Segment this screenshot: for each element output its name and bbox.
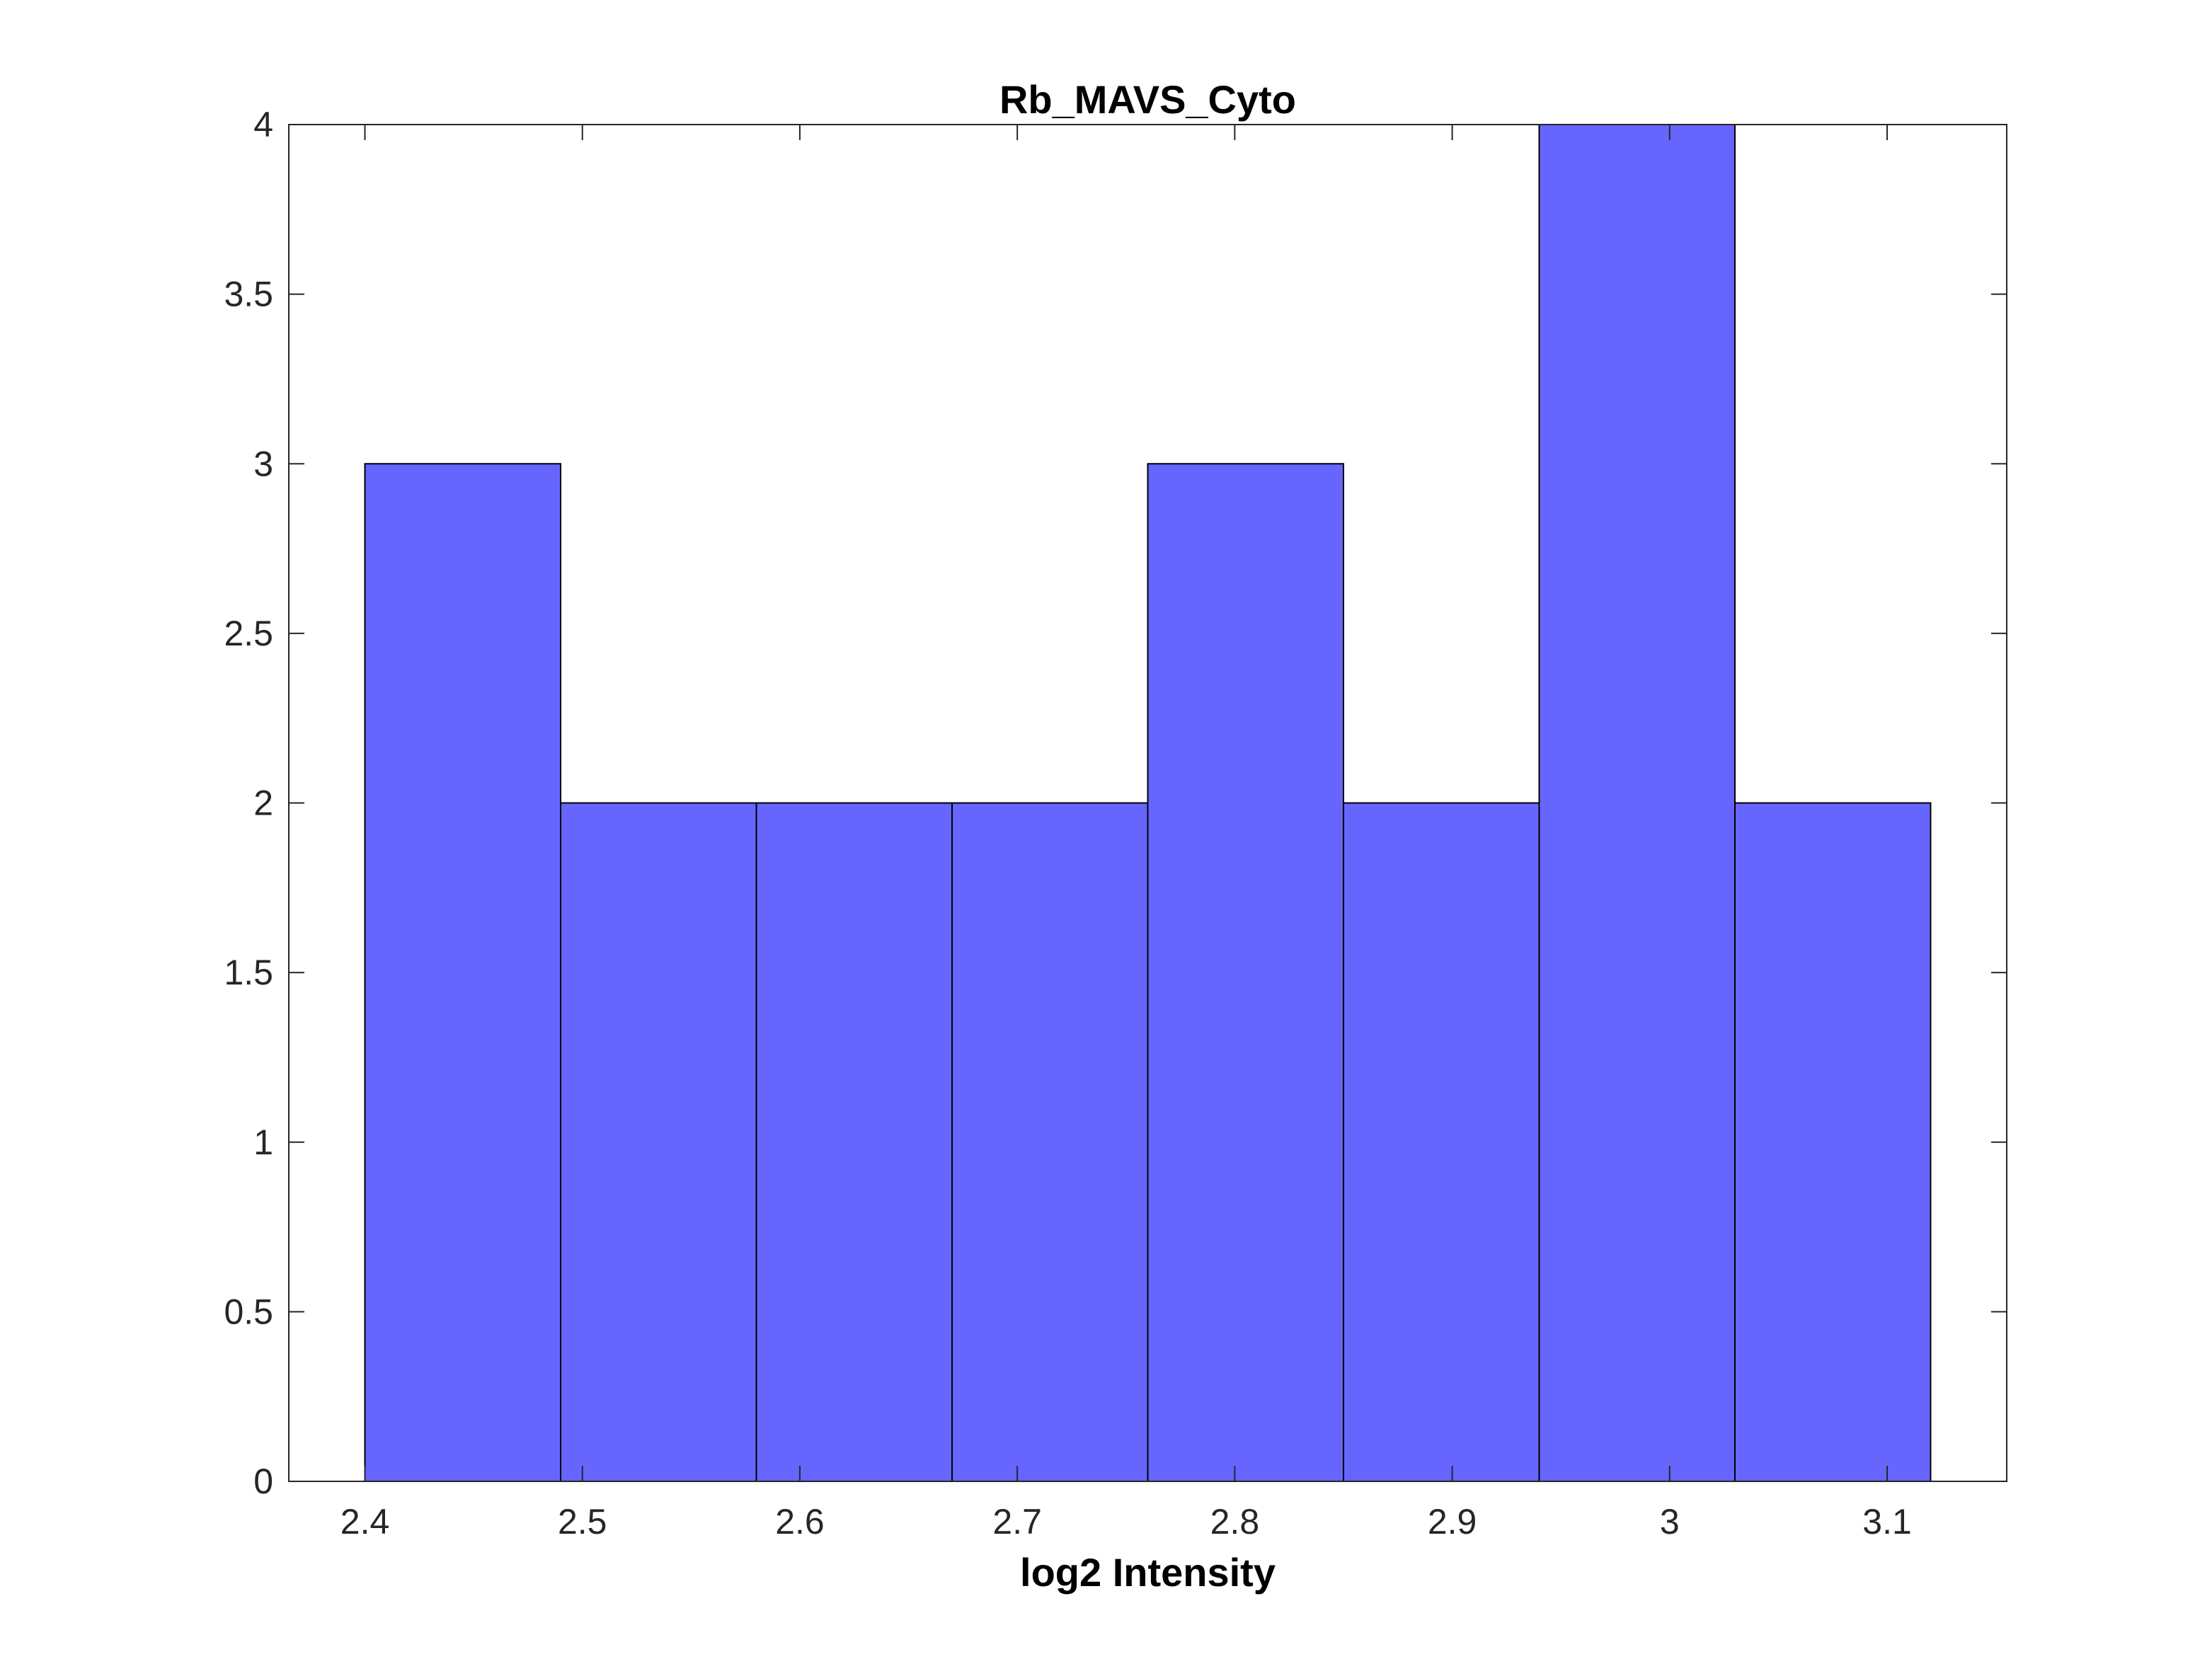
histogram-bar [1734,802,1932,1482]
y-tick-label: 0.5 [224,1292,273,1331]
x-tick-label: 2.8 [1210,1502,1260,1542]
histogram-bar [755,802,953,1482]
histogram-bar [1147,463,1344,1482]
x-tick-label: 3.1 [1862,1502,1912,1542]
y-tick-label: 1 [253,1123,273,1162]
chart-title: Rb_MAVS_Cyto [999,77,1296,122]
x-tick-label: 3 [1660,1502,1680,1542]
histogram-bar [1342,802,1540,1482]
y-tick-label: 1.5 [224,953,273,992]
x-axis-label: log2 Intensity [1020,1550,1276,1595]
x-tick-label: 2.5 [558,1502,607,1542]
histogram-bar [951,802,1149,1482]
x-tick-label: 2.9 [1428,1502,1477,1542]
y-tick-label: 3.5 [224,275,273,314]
x-tick-label: 2.4 [340,1502,390,1542]
y-tick-label: 0 [253,1462,273,1501]
ticks-group: 2.4 2.5 2.6 2.7 2.8 2.9 3 3.1 0 0.5 1 1.5 2 2.5 3 3.5 4 [224,105,2007,1542]
y-tick-label: 2 [253,783,273,823]
y-tick-label: 2.5 [224,614,273,653]
y-tick-label: 3 [253,444,273,483]
histogram-bar [364,463,562,1482]
histogram-bar [560,802,757,1482]
histogram-bar [1538,124,1736,1482]
x-tick-label: 2.7 [992,1502,1042,1542]
y-tick-label: 4 [253,105,273,144]
x-tick-label: 2.6 [775,1502,825,1542]
bars-group [364,124,1932,1482]
